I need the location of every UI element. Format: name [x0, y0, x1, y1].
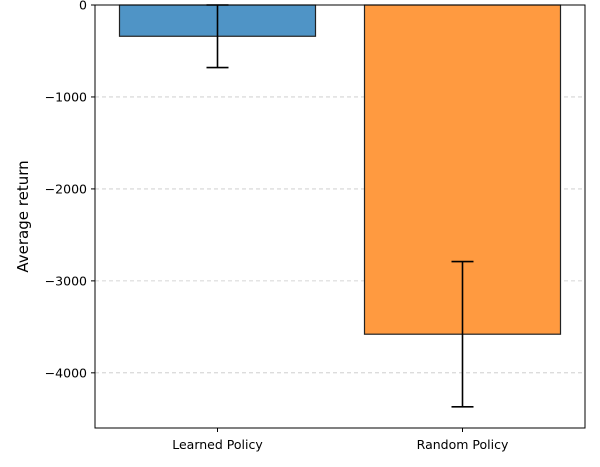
y-tick-label: −4000 [45, 365, 87, 380]
bars [118, 4, 562, 335]
y-tick-label: −1000 [45, 89, 87, 104]
x-axis-ticks: Learned Policy Random Policy [172, 428, 509, 452]
y-axis-ticks: 0 −1000 −2000 −3000 −4000 [45, 0, 95, 380]
y-axis-label: Average return [14, 160, 32, 272]
plot-frame [94, 4, 586, 429]
y-tick-label: −3000 [45, 273, 87, 288]
x-tick-label: Random Policy [417, 437, 509, 452]
y-tick-label: 0 [79, 0, 87, 13]
x-tick-label: Learned Policy [172, 437, 263, 452]
y-tick-label: −2000 [45, 181, 87, 196]
